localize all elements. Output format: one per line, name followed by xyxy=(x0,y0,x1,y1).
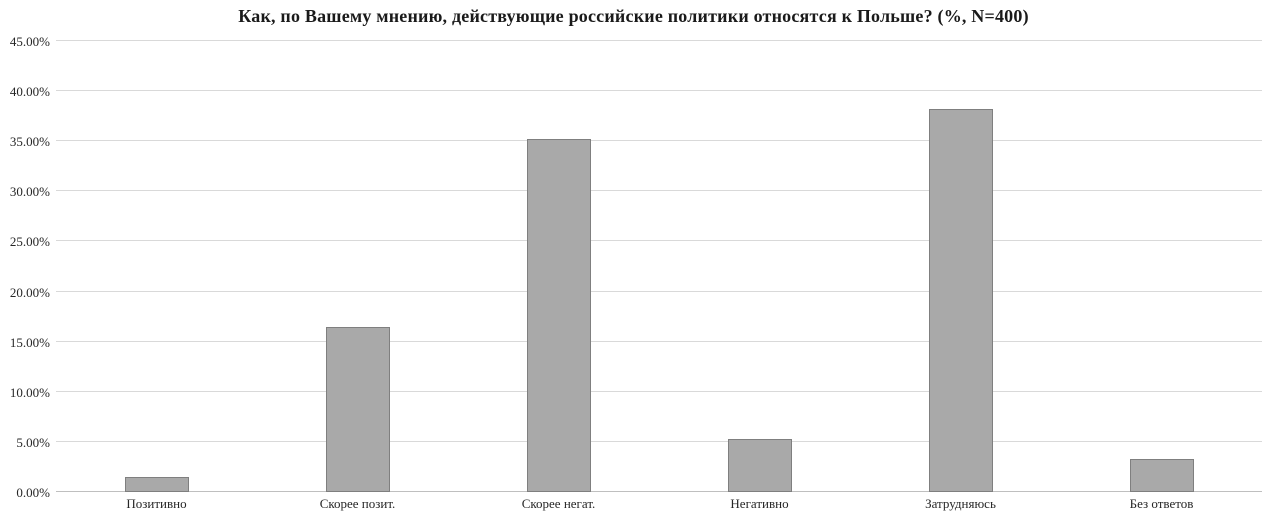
gridline xyxy=(56,190,1262,192)
plot-area xyxy=(56,40,1262,492)
y-axis-tick-label: 15.00% xyxy=(9,334,50,350)
bar-1 xyxy=(124,476,189,492)
y-axis-tick-label: 20.00% xyxy=(9,284,50,300)
y-axis-tick-label: 35.00% xyxy=(9,134,50,150)
bar-6 xyxy=(1129,459,1194,492)
x-axis-category-label: Скорее позит. xyxy=(319,496,396,511)
x-axis-line xyxy=(56,491,1262,492)
bar-3 xyxy=(526,138,591,492)
gridline xyxy=(56,240,1262,242)
gridline xyxy=(56,140,1262,142)
x-axis-category-label: Негативно xyxy=(730,496,789,511)
y-axis-tick-label: 45.00% xyxy=(9,34,50,49)
gridline xyxy=(56,40,1262,41)
x-axis-category-label: Затрудняюсь xyxy=(925,496,996,511)
y-axis-tick-label: 0.00% xyxy=(16,485,50,500)
gridline xyxy=(56,290,1262,292)
gridline xyxy=(56,90,1262,92)
x-axis-category-label: Скорее негат. xyxy=(521,496,596,511)
y-axis-tick-label: 10.00% xyxy=(9,384,50,400)
bar-4 xyxy=(727,439,792,492)
bar-5 xyxy=(928,108,993,492)
y-axis-tick-label: 40.00% xyxy=(9,84,50,100)
x-axis-category-label: Без ответов xyxy=(1129,496,1194,511)
y-axis-tick-label: 5.00% xyxy=(16,434,50,450)
gridline xyxy=(56,440,1262,442)
gridline xyxy=(56,340,1262,342)
y-axis-tick-label: 30.00% xyxy=(9,184,50,200)
gridline xyxy=(56,390,1262,392)
bar-2 xyxy=(325,326,390,492)
y-axis-tick-label: 25.00% xyxy=(9,234,50,250)
x-axis-category-label: Позитивно xyxy=(126,496,187,511)
chart-title: Как, по Вашему мнению, действующие росси… xyxy=(238,6,1029,26)
